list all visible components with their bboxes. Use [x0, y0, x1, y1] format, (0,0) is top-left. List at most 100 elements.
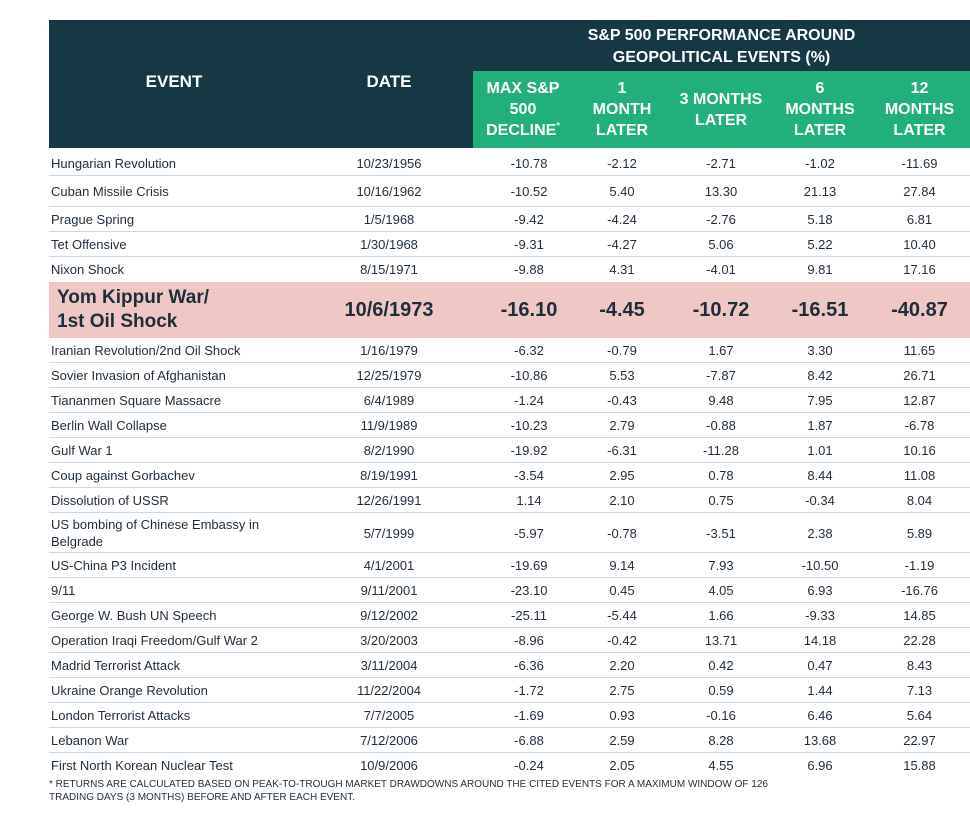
row-divider: [49, 362, 970, 363]
one-month-cell: -0.78: [607, 525, 637, 541]
date-cell: 1/16/1979: [360, 343, 418, 358]
row-divider: [49, 652, 970, 653]
date-cell: 10/23/1956: [356, 156, 422, 171]
one-month-cell: 2.75: [609, 683, 635, 698]
twelve-months-cell: -40.87: [891, 298, 948, 321]
date-cell: 9/12/2002: [360, 608, 418, 623]
one-month-cell: 5.53: [609, 368, 635, 383]
table-row: Hungarian Revolution 10/23/1956 -10.78 -2.1…: [49, 151, 970, 176]
date-cell: 11/22/2004: [356, 683, 422, 698]
footnote-line2: trading days (3 months) before and after…: [49, 792, 355, 803]
six-months-cell: 6.93: [807, 583, 833, 598]
group-title: S&P 500 PERFORMANCE AROUND GEOPOLITICAL …: [473, 25, 970, 69]
row-divider: [49, 437, 970, 438]
row-divider: [49, 462, 970, 463]
one-month-cell: -4.27: [607, 237, 637, 252]
one-month-cell: 2.05: [609, 758, 635, 773]
one-month-cell: -4.45: [599, 298, 645, 321]
date-cell: 1/30/1968: [360, 237, 418, 252]
row-divider: [49, 256, 970, 257]
twelve-months-cell: 10.16: [903, 443, 936, 458]
twelve-months-cell: 5.89: [906, 525, 933, 541]
group-title-line2: GEOPOLITICAL EVENTS (%): [612, 49, 831, 66]
date-cell: 5/7/1999: [363, 525, 415, 541]
event-cell: US bombing of Chinese Embassy in Belgrad…: [51, 517, 260, 549]
footnote-mark: *: [556, 120, 560, 131]
three-months-cell: 4.05: [708, 583, 734, 598]
max-decline-cell: -25.11: [511, 608, 547, 623]
six-months-cell: -10.50: [801, 558, 839, 573]
table-row: Cuban Missile Crisis 10/16/1962 -10.52 5.40…: [49, 176, 970, 207]
three-months-cell: 5.06: [708, 237, 734, 252]
row-divider: [49, 577, 970, 578]
date-column-header: DATE: [366, 72, 412, 91]
table-row: Prague Spring 1/5/1968 -9.42 -4.24 -2.76 5.18…: [49, 207, 970, 232]
event-cell: Tet Offensive: [51, 237, 127, 252]
max-decline-cell: -5.97: [514, 525, 544, 541]
six-months-cell: 8.42: [807, 368, 833, 383]
twelve-months-cell: 8.43: [906, 658, 933, 673]
three-months-cell: 0.59: [708, 683, 734, 698]
three-months-cell: 7.93: [708, 558, 734, 573]
date-cell: 3/20/2003: [360, 633, 418, 648]
date-cell: 7/12/2006: [360, 733, 418, 748]
row-divider: [49, 231, 970, 232]
one-month-cell: 2.20: [609, 658, 635, 673]
six-months-cell: 2.38: [807, 525, 833, 541]
table-row: Iranian Revolution/2nd Oil Shock 1/16/197…: [49, 338, 970, 363]
max-decline-cell: -1.72: [514, 683, 544, 698]
twelve-months-cell: 11.65: [903, 343, 936, 358]
max-decline-cell: -9.42: [514, 212, 544, 227]
one-month-cell: -0.43: [607, 393, 637, 408]
three-months-cell: -4.01: [706, 262, 736, 277]
event-cell: US-China P3 Incident: [51, 558, 177, 573]
three-months-cell: 1.66: [708, 608, 734, 623]
table-row: Berlin Wall Collapse 11/9/1989 -10.23 2.79 -…: [49, 413, 970, 438]
date-cell: 12/25/1979: [356, 368, 422, 383]
row-divider: [49, 752, 970, 753]
twelve-months-cell: 12.87: [903, 393, 936, 408]
one-month-cell: 0.93: [609, 708, 635, 723]
max-decline-cell: -8.96: [514, 633, 544, 648]
date-cell: 12/26/1991: [356, 493, 422, 508]
three-months-cell: -3.51: [706, 525, 736, 541]
three-months-cell: 0.42: [708, 658, 734, 673]
max-decline-column-header: MAX S&P 500 DECLINE*: [473, 71, 573, 148]
twelve-months-cell: 7.13: [906, 683, 933, 698]
event-cell: Cuban Missile Crisis: [51, 184, 169, 199]
twelve-months-cell: -6.78: [904, 418, 935, 433]
max-decline-cell: -9.31: [514, 237, 544, 252]
twelve-months-column-header: 12 MONTHS LATER: [884, 80, 955, 139]
event-cell: Lebanon War: [51, 733, 129, 748]
twelve-months-cell: 14.85: [903, 608, 936, 623]
date-cell: 8/15/1971: [360, 262, 418, 277]
six-months-cell: 8.44: [807, 468, 833, 483]
three-months-cell: 0.78: [708, 468, 734, 483]
table-row: Gulf War 1 8/2/1990 -19.92 -6.31 -11.28 1.01 1…: [49, 438, 970, 463]
six-months-cell: 1.44: [807, 683, 833, 698]
one-month-cell: 2.59: [609, 733, 635, 748]
date-cell: 1/5/1968: [363, 212, 415, 227]
event-cell: Ukraine Orange Revolution: [51, 683, 208, 698]
event-cell: 9/11: [51, 583, 76, 598]
event-cell: Sovier Invasion of Afghanistan: [51, 368, 226, 383]
date-cell: 10/16/1962: [356, 184, 422, 199]
max-decline-cell: -6.36: [514, 658, 544, 673]
one-month-cell: 0.45: [609, 583, 635, 598]
six-months-cell: -16.51: [791, 298, 849, 321]
max-decline-cell: -10.23: [510, 418, 548, 433]
six-months-column-header: 6 MONTHS LATER: [785, 80, 855, 139]
max-decline-cell: -6.32: [514, 343, 544, 358]
footnote: * Returns are calculated based on peak-t…: [49, 778, 949, 804]
six-months-cell: 21.13: [803, 184, 837, 199]
table-row: Nixon Shock 8/15/1971 -9.88 4.31 -4.01 9.81 17…: [49, 257, 970, 282]
max-decline-cell: -10.78: [510, 156, 548, 171]
three-months-cell: 8.28: [708, 733, 734, 748]
row-divider: [49, 487, 970, 488]
date-cell: 3/11/2004: [360, 658, 418, 673]
event-cell: Tiananmen Square Massacre: [51, 393, 222, 408]
six-months-cell: -1.02: [805, 156, 835, 171]
event-cell: Coup against Gorbachev: [51, 468, 195, 483]
date-cell: 4/1/2001: [363, 558, 415, 573]
one-month-cell: -4.24: [607, 212, 637, 227]
